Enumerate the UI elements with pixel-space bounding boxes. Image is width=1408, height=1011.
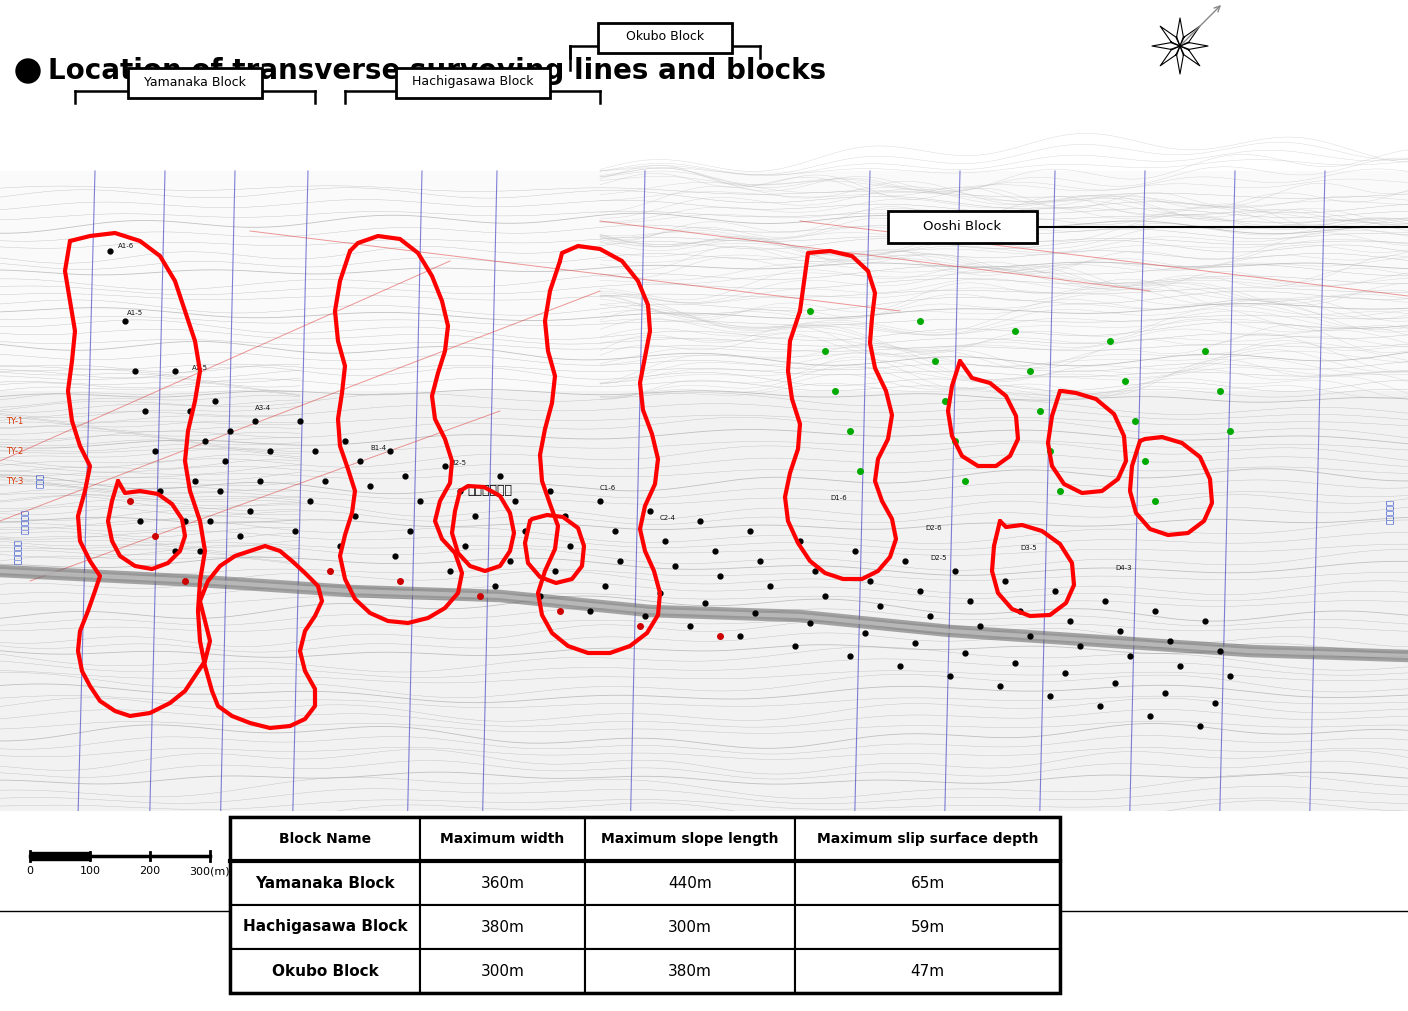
Bar: [30, 852, 90, 860]
Text: A1-5: A1-5: [127, 310, 144, 316]
Bar: [584, 817, 796, 861]
Text: D4: D4: [1118, 926, 1136, 936]
Text: D3-5: D3-5: [1019, 545, 1036, 551]
Text: A1: A1: [66, 926, 83, 936]
Text: 0: 0: [27, 866, 34, 876]
Text: 300(m): 300(m): [190, 866, 231, 876]
Text: 100: 100: [79, 866, 100, 876]
FancyBboxPatch shape: [598, 23, 732, 53]
Bar: [230, 817, 420, 861]
Text: D1: D1: [845, 941, 859, 951]
FancyBboxPatch shape: [128, 68, 262, 98]
Text: A3: A3: [211, 941, 225, 951]
Text: 弾性波測線: 弾性波測線: [1385, 498, 1394, 524]
Bar: [796, 949, 1060, 993]
Text: C2-4: C2-4: [660, 515, 676, 521]
Text: A2: A2: [139, 926, 155, 936]
Circle shape: [15, 59, 39, 83]
Text: D4-3: D4-3: [1115, 565, 1132, 571]
Text: D1-6: D1-6: [829, 495, 846, 501]
Text: B2-5: B2-5: [451, 460, 466, 466]
Text: Ooshi Block: Ooshi Block: [922, 220, 1001, 234]
Text: TY-3: TY-3: [6, 476, 24, 485]
Text: Maximum slip surface depth: Maximum slip surface depth: [817, 832, 1038, 846]
Text: A2: A2: [139, 941, 153, 951]
Text: D2-6: D2-6: [925, 525, 942, 531]
Bar: [420, 905, 584, 949]
Text: Yamanaka Block: Yamanaka Block: [144, 76, 246, 89]
FancyBboxPatch shape: [888, 211, 1038, 243]
Text: TY-1: TY-1: [7, 417, 24, 426]
Text: B3: B3: [489, 961, 505, 971]
Bar: [0, 811, 1408, 1011]
Text: Block Name: Block Name: [279, 832, 372, 846]
Bar: [230, 905, 420, 949]
Text: 山中ブロック: 山中ブロック: [467, 484, 513, 497]
Text: Hachigasawa Block: Hachigasawa Block: [411, 76, 534, 89]
Text: 360m: 360m: [480, 876, 525, 891]
Text: Maximum slope length: Maximum slope length: [601, 832, 779, 846]
Text: Maximum width: Maximum width: [441, 832, 565, 846]
Text: D4: D4: [1119, 941, 1135, 951]
Text: 380m: 380m: [480, 919, 524, 934]
Bar: [230, 861, 420, 905]
FancyBboxPatch shape: [396, 68, 549, 98]
Bar: [0, 171, 1408, 911]
Text: Yamanaka Block: Yamanaka Block: [255, 876, 394, 891]
Text: A3: A3: [210, 926, 227, 936]
Bar: [420, 949, 584, 993]
Bar: [796, 861, 1060, 905]
Text: A1-6: A1-6: [118, 243, 134, 249]
Bar: [796, 817, 1060, 861]
Text: A2-5: A2-5: [191, 365, 208, 371]
Text: B1-4: B1-4: [370, 445, 386, 451]
Text: B2: B2: [473, 941, 487, 951]
Text: 弾性波測線: 弾性波測線: [14, 539, 23, 563]
Text: 380m: 380m: [667, 963, 712, 979]
Text: 47m: 47m: [911, 963, 945, 979]
Bar: [230, 949, 420, 993]
Text: D2-5: D2-5: [931, 555, 946, 561]
Bar: [420, 861, 584, 905]
Bar: [796, 905, 1060, 949]
Text: D2: D2: [935, 941, 949, 951]
Text: D1: D1: [843, 926, 860, 936]
Text: B2: B2: [472, 926, 489, 936]
Text: A4: A4: [283, 941, 297, 951]
Text: 300m: 300m: [667, 919, 712, 934]
Text: C1-6: C1-6: [600, 485, 617, 491]
Text: 300m: 300m: [480, 963, 524, 979]
Bar: [230, 817, 1060, 993]
Bar: [0, 171, 1408, 391]
Text: D2: D2: [934, 926, 950, 936]
Text: Okubo Block: Okubo Block: [627, 30, 704, 43]
Text: TY-2: TY-2: [7, 447, 24, 456]
Text: 弾性波: 弾性波: [35, 473, 45, 488]
Text: 440m: 440m: [669, 876, 712, 891]
Text: A3-4: A3-4: [255, 405, 272, 411]
Bar: [584, 905, 796, 949]
Text: 弾性波測線: 弾性波測線: [21, 509, 30, 534]
Text: D3: D3: [1029, 926, 1045, 936]
Text: B1: B1: [398, 941, 413, 951]
Text: D3: D3: [1029, 941, 1045, 951]
Bar: [420, 817, 584, 861]
Text: Location of transverse surveying lines and blocks: Location of transverse surveying lines a…: [48, 57, 826, 85]
Text: Okubo Block: Okubo Block: [272, 963, 379, 979]
Text: Hachigasawa Block: Hachigasawa Block: [242, 919, 407, 934]
Bar: [584, 861, 796, 905]
Text: 65m: 65m: [911, 876, 945, 891]
Bar: [584, 949, 796, 993]
Text: 59m: 59m: [911, 919, 945, 934]
Text: A1: A1: [68, 941, 82, 951]
Text: 200: 200: [139, 866, 161, 876]
